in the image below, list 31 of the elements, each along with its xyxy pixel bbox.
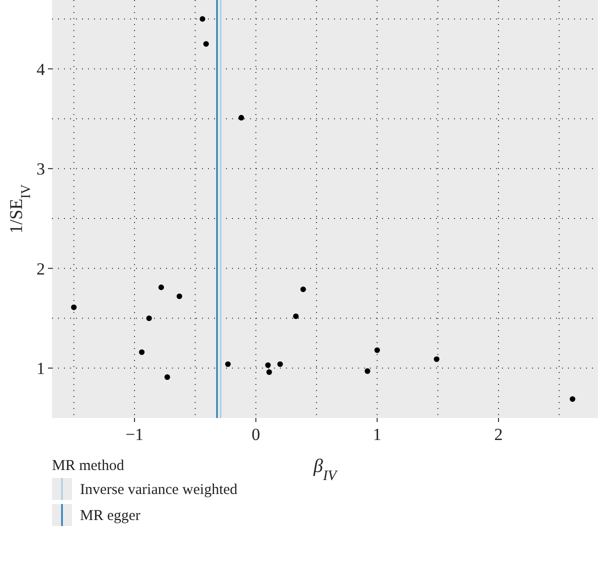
x-tick-label: 2: [494, 425, 503, 444]
x-tick-label: 1: [372, 425, 382, 444]
point: [277, 361, 283, 367]
x-tick-label: −1: [125, 425, 144, 444]
point: [434, 356, 440, 362]
y-tick-label: 2: [36, 259, 45, 278]
y-tick-label: 1: [36, 359, 45, 378]
point: [238, 114, 244, 121]
point: [200, 16, 206, 22]
point: [225, 361, 231, 367]
x-axis-title: β$_{IV}$: [312, 456, 339, 484]
x-tick-label: 0: [252, 425, 260, 444]
point: [164, 374, 170, 380]
point: [203, 41, 209, 47]
point: [158, 284, 164, 290]
legend-title: MR method: [52, 458, 125, 474]
point: [300, 286, 306, 292]
point: [146, 315, 152, 322]
point: [138, 349, 145, 355]
point: [364, 368, 370, 374]
point: [266, 369, 272, 375]
point: [265, 362, 271, 368]
legend-label: Inverse variance weighted: [80, 482, 238, 498]
point: [71, 304, 77, 310]
point: [374, 347, 380, 353]
point: [570, 396, 576, 402]
point: [293, 313, 299, 320]
y-tick-label: 3: [36, 160, 45, 179]
y-tick-label: 4: [36, 60, 46, 79]
legend-label: MR egger: [80, 508, 140, 524]
point: [176, 293, 182, 300]
